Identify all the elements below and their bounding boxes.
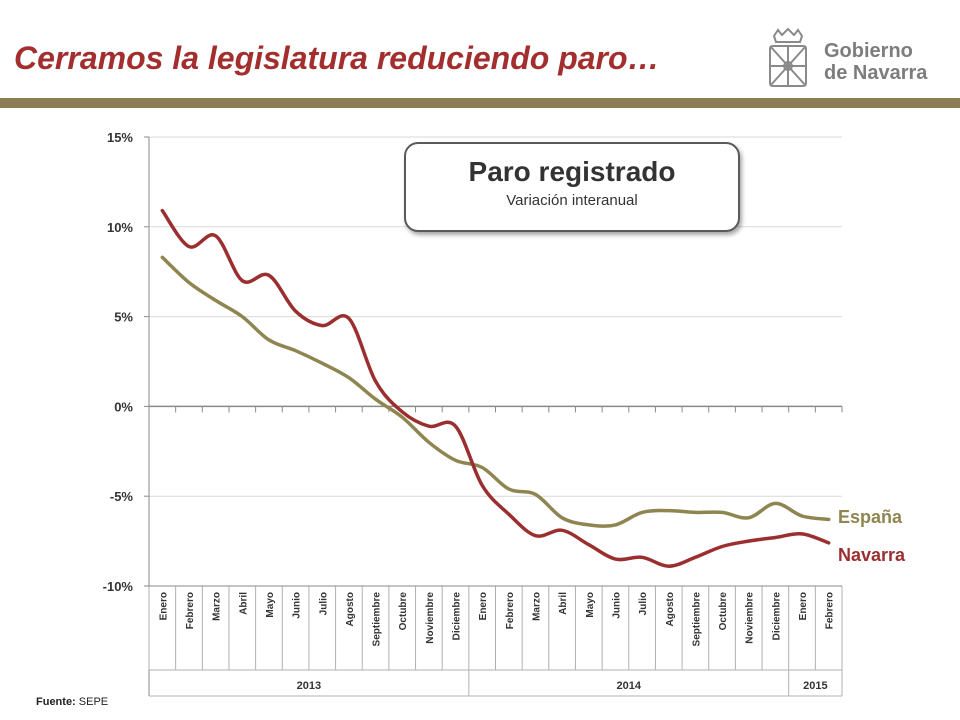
x-category-label: Mayo bbox=[585, 592, 596, 618]
y-tick-label: -5% bbox=[110, 489, 134, 504]
x-category-label: Enero bbox=[158, 592, 169, 620]
series-label-espana: España bbox=[838, 507, 903, 527]
series-label-navarra: Navarra bbox=[838, 545, 906, 565]
series-line-navarra bbox=[160, 208, 831, 568]
x-category-label: Septiembre bbox=[372, 592, 383, 647]
x-category-label: Marzo bbox=[212, 592, 223, 621]
y-tick-label: 15% bbox=[107, 130, 133, 145]
x-category-label: Noviembre bbox=[425, 592, 436, 644]
x-category-label: Febrero bbox=[825, 592, 836, 629]
gobierno-de-navarra-logo: Gobierno de Navarra bbox=[760, 26, 930, 94]
y-tick-label: 0% bbox=[114, 399, 133, 414]
year-label: 2015 bbox=[803, 680, 827, 692]
y-tick-label: 5% bbox=[114, 310, 133, 325]
page-title: Cerramos la legislatura reduciendo paro… bbox=[14, 40, 660, 76]
x-category-label: Mayo bbox=[265, 592, 276, 618]
x-category-label: Agosto bbox=[345, 592, 356, 626]
chart-subtitle: Variación interanual bbox=[506, 192, 638, 209]
chart-title: Paro registrado bbox=[468, 156, 676, 187]
y-tick-label: 10% bbox=[107, 220, 133, 235]
x-category-label: Abril bbox=[558, 592, 569, 615]
source-note: Fuente: SEPE bbox=[36, 696, 108, 708]
x-category-label: Noviembre bbox=[745, 592, 756, 644]
logo-text-line1: Gobierno bbox=[824, 40, 913, 62]
x-category-label: Enero bbox=[478, 592, 489, 620]
x-category-label: Diciembre bbox=[771, 592, 782, 641]
x-category-label: Diciembre bbox=[452, 592, 463, 641]
x-category-label: Marzo bbox=[531, 592, 542, 621]
y-tick-label: -10% bbox=[103, 579, 134, 594]
x-category-label: Junio bbox=[292, 592, 303, 619]
x-category-label: Octubre bbox=[718, 592, 729, 631]
series-line-espana bbox=[160, 255, 831, 528]
source-label: Fuente: bbox=[36, 696, 76, 708]
navarra-crest-icon bbox=[769, 27, 807, 87]
header-divider bbox=[0, 98, 960, 108]
x-category-label: Julio bbox=[638, 592, 649, 615]
year-label: 2014 bbox=[617, 680, 642, 692]
x-category-label: Abril bbox=[238, 592, 249, 615]
x-category-label: Septiembre bbox=[691, 592, 702, 647]
source-value: SEPE bbox=[78, 696, 109, 708]
x-category-label: Enero bbox=[798, 592, 809, 620]
x-category-label: Febrero bbox=[505, 592, 516, 629]
logo-text-line2: de Navarra bbox=[824, 62, 928, 84]
chart-title-callout: Paro registrado Variación interanual bbox=[404, 142, 740, 232]
x-category-label: Agosto bbox=[665, 592, 676, 626]
x-category-label: Julio bbox=[318, 592, 329, 615]
x-category-label: Junio bbox=[611, 592, 622, 619]
x-category-label: Octubre bbox=[398, 592, 409, 631]
x-category-label: Febrero bbox=[185, 592, 196, 629]
year-label: 2013 bbox=[297, 680, 321, 692]
